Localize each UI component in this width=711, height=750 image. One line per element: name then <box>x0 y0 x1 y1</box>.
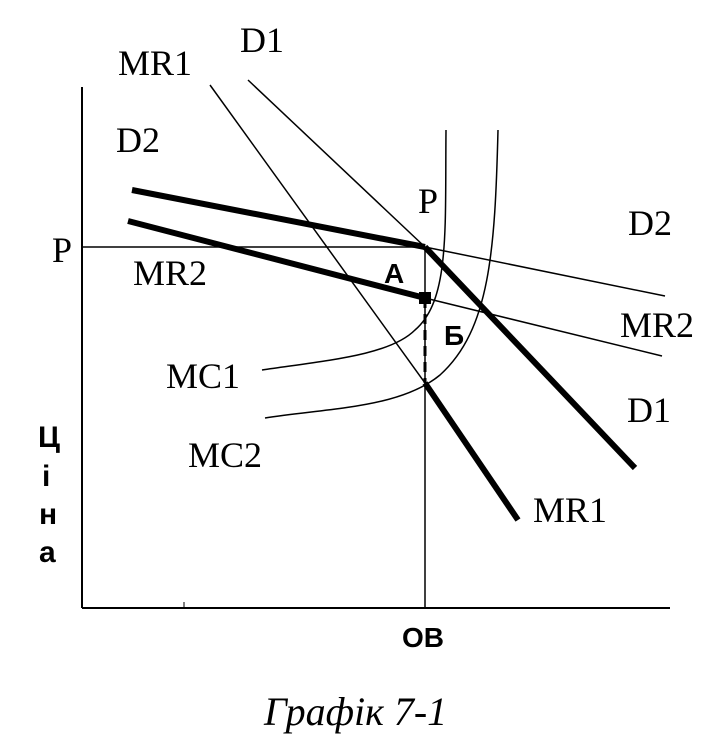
d2-curve-thick <box>131 187 426 250</box>
x-axis-label: OB <box>402 622 444 653</box>
y-axis-letter-2: і <box>42 460 50 493</box>
mr1-curve-thick <box>422 381 521 522</box>
label-p-axis: P <box>52 230 72 270</box>
label-d2-left: D2 <box>116 120 160 160</box>
label-d1-top: D1 <box>240 20 284 60</box>
mr1-curve-thin <box>209 84 426 384</box>
label-d2-right: D2 <box>628 203 672 243</box>
d1-curve-thin <box>247 79 426 248</box>
label-mc1: MC1 <box>166 356 240 396</box>
label-mr2-left: MR2 <box>133 253 207 293</box>
y-axis-letter-3: н <box>39 498 57 531</box>
label-point-b: Б <box>444 320 464 351</box>
label-mr1-bottom: MR1 <box>533 490 607 530</box>
figure-caption: Графік 7-1 <box>263 689 447 734</box>
mc1-curve <box>261 129 447 371</box>
d2-curve-thin <box>424 246 666 297</box>
d1-curve-thick <box>422 244 638 471</box>
label-mr2-right: MR2 <box>620 305 694 345</box>
y-axis-letter-4: а <box>39 536 56 569</box>
label-mc2: MC2 <box>188 435 262 475</box>
point-a-marker <box>419 292 431 304</box>
mc2-curve <box>264 129 499 419</box>
label-p-point: P <box>418 181 438 221</box>
label-d1-right: D1 <box>627 390 671 430</box>
mr2-curve-thin <box>424 297 663 357</box>
y-axis-letter-1: Ц <box>38 421 60 454</box>
label-point-a: А <box>384 258 404 289</box>
mr2-curve-thick <box>127 218 426 301</box>
label-mr1-top: MR1 <box>118 43 192 83</box>
